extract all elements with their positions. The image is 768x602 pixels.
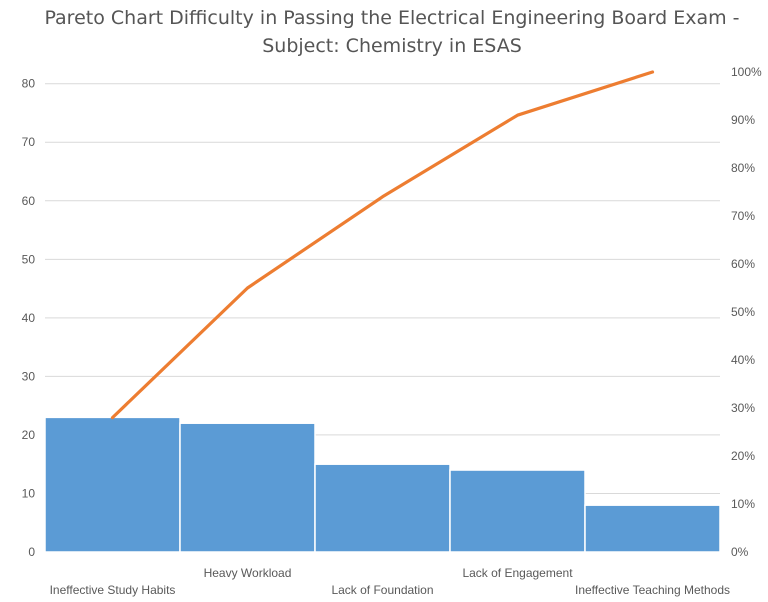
- bar-2: [179, 422, 316, 553]
- left-tick-label: 20: [22, 428, 36, 442]
- right-tick-label: 100%: [731, 65, 762, 79]
- bar-3: [314, 463, 451, 553]
- right-tick-label: 70%: [731, 209, 755, 223]
- category-label-4: Lack of Engagement: [462, 566, 573, 580]
- bar-4: [449, 469, 586, 553]
- left-tick-label: 10: [22, 486, 36, 500]
- right-tick-label: 20%: [731, 449, 755, 463]
- right-y-axis: 0% 10% 20% 30% 40% 50% 60% 70% 80% 90% 100%: [731, 65, 762, 559]
- right-tick-label: 40%: [731, 353, 755, 367]
- category-label-3: Lack of Foundation: [331, 583, 433, 597]
- cumulative-percent-line: [110, 70, 655, 420]
- category-label-5: Ineffective Teaching Methods: [575, 583, 730, 597]
- right-tick-label: 10%: [731, 497, 755, 511]
- cumulative-line-layer: [110, 70, 655, 420]
- category-label-1: Ineffective Study Habits: [50, 583, 176, 597]
- x-axis: Ineffective Study Habits Heavy Workload La…: [50, 566, 730, 597]
- left-tick-label: 50: [22, 252, 36, 266]
- right-tick-label: 30%: [731, 401, 755, 415]
- right-tick-label: 80%: [731, 161, 755, 175]
- left-tick-label: 40: [22, 311, 36, 325]
- right-tick-label: 90%: [731, 113, 755, 127]
- bar-1: [44, 416, 181, 553]
- left-tick-label: 80: [22, 77, 36, 91]
- left-tick-label: 70: [22, 135, 36, 149]
- right-tick-label: 60%: [731, 257, 755, 271]
- right-tick-label: 50%: [731, 305, 755, 319]
- left-y-axis: 0 10 20 30 40 50 60 70 80: [22, 77, 36, 559]
- left-tick-label: 0: [28, 545, 35, 559]
- bar-5: [584, 504, 721, 553]
- chart-title-line-2: Subject: Chemistry in ESAS: [262, 35, 522, 57]
- right-tick-label: 0%: [731, 545, 749, 559]
- left-tick-label: 60: [22, 194, 36, 208]
- bars: [44, 416, 721, 553]
- category-label-2: Heavy Workload: [204, 566, 292, 580]
- chart-title-line-1: Pareto Chart Difficulty in Passing the E…: [44, 7, 739, 29]
- left-tick-label: 30: [22, 369, 36, 383]
